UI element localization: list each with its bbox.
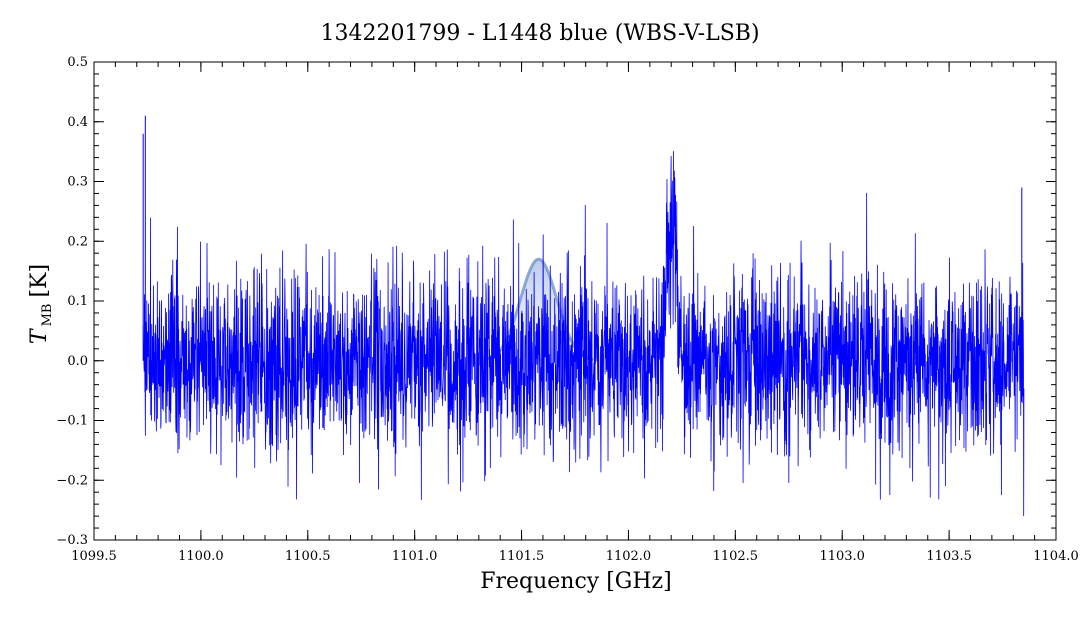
x-axis-label: Frequency [GHz] bbox=[480, 569, 672, 594]
x-tick-label: 1102.5 bbox=[713, 549, 759, 564]
y-tick-label: −0.2 bbox=[56, 473, 88, 488]
spectrum-layer bbox=[142, 115, 1025, 517]
y-tick-label: 0.5 bbox=[67, 55, 88, 70]
x-tick-label: 1102.0 bbox=[606, 549, 652, 564]
x-tick-label: 1103.0 bbox=[819, 549, 865, 564]
svg-text:TMB[K]: TMB [K] bbox=[27, 264, 55, 344]
x-tick-label: 1101.0 bbox=[392, 549, 438, 564]
y-tick-label: 0.1 bbox=[67, 294, 88, 309]
y-axis-label-sub: MB bbox=[40, 304, 55, 327]
spectrum-line bbox=[142, 151, 1025, 517]
x-tick-label: 1104.0 bbox=[1033, 549, 1079, 564]
y-axis-ticks: −0.3 −0.2 −0.1 0.0 0.1 0.2 0.3 0.4 0.5 bbox=[56, 55, 1056, 548]
y-tick-label: 0.3 bbox=[67, 175, 88, 190]
y-tick-label: −0.3 bbox=[56, 533, 88, 548]
x-tick-label: 1100.5 bbox=[285, 549, 331, 564]
plot-frame bbox=[93, 61, 1057, 541]
y-tick-label: 0.4 bbox=[67, 115, 88, 130]
y-tick-label: 0.0 bbox=[67, 354, 88, 369]
y-axis-label-main: T bbox=[27, 327, 52, 344]
chart-title: 1342201799 - L1448 blue (WBS-V-LSB) bbox=[320, 21, 759, 46]
y-tick-label: 0.2 bbox=[67, 234, 88, 249]
plot-area bbox=[142, 115, 1025, 517]
y-axis-label: TMB [K] bbox=[27, 264, 55, 344]
x-tick-label: 1103.5 bbox=[926, 549, 972, 564]
x-tick-label: 1100.0 bbox=[178, 549, 224, 564]
y-tick-label: −0.1 bbox=[56, 414, 88, 429]
x-tick-label: 1101.5 bbox=[499, 549, 545, 564]
y-axis-label-unit: [K] bbox=[27, 264, 52, 298]
x-axis-ticks: 1099.5 1100.0 1100.5 1101.0 1101.5 1102.0 1102… bbox=[71, 62, 1079, 564]
x-tick-label: 1099.5 bbox=[71, 549, 117, 564]
